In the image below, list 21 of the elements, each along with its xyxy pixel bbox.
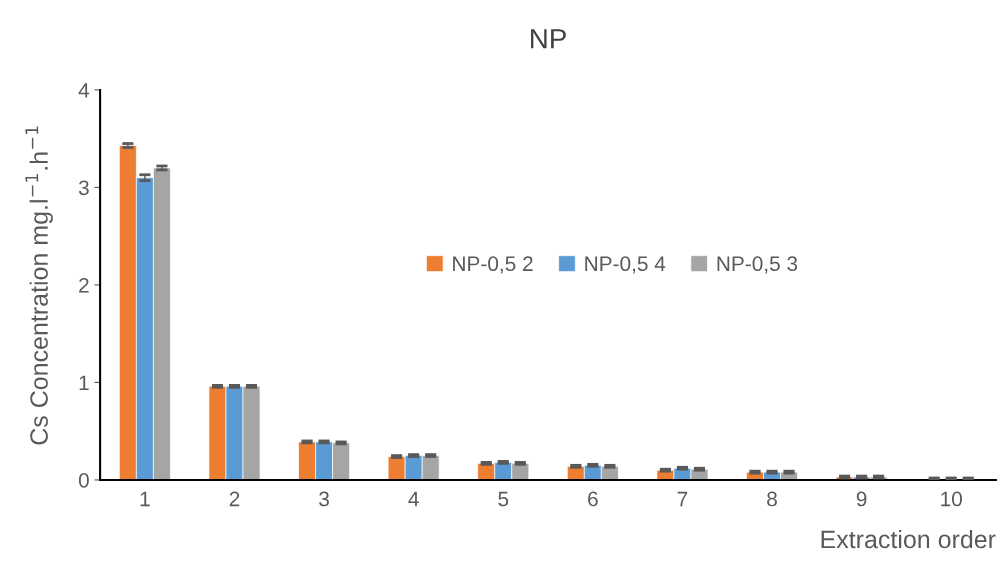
- y-tick-label: 1: [79, 375, 89, 390]
- y-axis-title: Cs Concentration mg.l$^{−1}$.h$^{−1}$: [25, 126, 53, 445]
- x-tick-label: 10: [941, 491, 962, 507]
- x-tick-label: 2: [229, 491, 240, 507]
- legend-label: NP-0,5 3: [717, 256, 798, 274]
- x-tick-label: 7: [677, 491, 688, 507]
- x-tick-label: 3: [319, 491, 329, 507]
- legend-label: NP-0,5 2: [453, 256, 533, 274]
- chart-title: NP: [531, 29, 566, 49]
- x-axis-title: Extraction order: [821, 529, 996, 549]
- x-tick-label: 1: [140, 491, 150, 507]
- y-tick-label: 3: [78, 180, 89, 196]
- y-tick-label: 2: [79, 277, 89, 293]
- x-tick-label: 4: [408, 491, 419, 507]
- x-tick-label: 9: [856, 491, 867, 507]
- y-tick-label: 4: [78, 83, 90, 98]
- legend-label: NP-0,5 4: [585, 256, 666, 274]
- y-tick-label: 0: [78, 472, 89, 488]
- x-tick-label: 8: [767, 491, 777, 507]
- x-tick-label: 5: [498, 491, 509, 507]
- x-tick-label: 6: [588, 491, 598, 507]
